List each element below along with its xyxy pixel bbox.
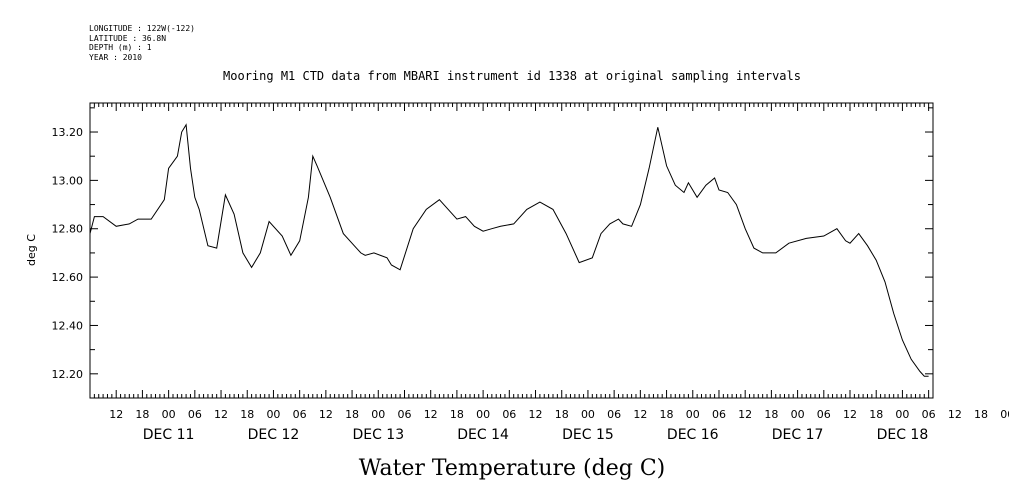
- x-day-label: DEC 17: [772, 427, 824, 443]
- x-tick-label: 00: [895, 408, 909, 421]
- y-tick-label: 12.40: [52, 319, 84, 332]
- series-line-water-temperature: [89, 123, 929, 377]
- x-tick-label: 00: [686, 408, 700, 421]
- x-tick-label: 06: [712, 408, 726, 421]
- x-tick-label: 06: [817, 408, 831, 421]
- x-axis-ticks: 12 18 00 06 12 18 00 06 12 18 00 06 12 18 00 06 12 18 00 06…: [89, 103, 1009, 443]
- y-tick-label: 13.20: [52, 126, 84, 139]
- y-tick-label: 12.80: [52, 223, 84, 236]
- x-tick-label: 06: [293, 408, 307, 421]
- x-day-label: DEC 12: [248, 427, 300, 443]
- x-day-label: DEC 15: [562, 427, 614, 443]
- x-tick-label: 12: [424, 408, 438, 421]
- header-depth: DEPTH (m) : 1: [89, 43, 152, 52]
- x-tick-label: 18: [345, 408, 359, 421]
- header-longitude: LONGITUDE : 122W(-122): [89, 24, 195, 33]
- x-tick-label: 12: [738, 408, 752, 421]
- header-year: YEAR : 2010: [89, 53, 142, 62]
- x-tick-label: 00: [1000, 408, 1009, 421]
- x-tick-label: 18: [555, 408, 569, 421]
- x-tick-label: 18: [974, 408, 988, 421]
- y-tick-label: 12.20: [52, 368, 84, 381]
- x-tick-label: 06: [188, 408, 202, 421]
- x-day-label: DEC 18: [877, 427, 929, 443]
- x-tick-label: 00: [371, 408, 385, 421]
- x-tick-label: 00: [476, 408, 490, 421]
- x-tick-label: 06: [922, 408, 936, 421]
- x-tick-label: 18: [450, 408, 464, 421]
- y-axis-ticks: 12.20 12.40 12.60 12.80 13.00 13.20: [52, 107, 933, 381]
- y-tick-label: 12.60: [52, 271, 84, 284]
- x-tick-label: 12: [529, 408, 543, 421]
- x-tick-label: 18: [869, 408, 883, 421]
- x-tick-label: 18: [135, 408, 149, 421]
- x-tick-label: 12: [319, 408, 333, 421]
- x-day-label: DEC 11: [143, 427, 195, 443]
- x-tick-label: 06: [502, 408, 516, 421]
- x-day-label: DEC 13: [352, 427, 404, 443]
- x-axis-title: Water Temperature (deg C): [359, 456, 666, 481]
- x-tick-label: 00: [266, 408, 280, 421]
- x-tick-label: 12: [214, 408, 228, 421]
- x-tick-label: 18: [660, 408, 674, 421]
- x-tick-label: 18: [764, 408, 778, 421]
- x-tick-label: 12: [843, 408, 857, 421]
- x-tick-label: 00: [162, 408, 176, 421]
- x-day-label: DEC 16: [667, 427, 719, 443]
- plot-frame: [89, 102, 934, 399]
- x-tick-label: 00: [791, 408, 805, 421]
- x-tick-label: 12: [109, 408, 123, 421]
- x-tick-label: 00: [581, 408, 595, 421]
- x-tick-label: 06: [607, 408, 621, 421]
- chart-title: Mooring M1 CTD data from MBARI instrumen…: [223, 69, 801, 83]
- x-tick-label: 06: [397, 408, 411, 421]
- header-latitude: LATITUDE : 36.8N: [89, 34, 166, 43]
- y-axis-label: deg C: [25, 234, 38, 266]
- x-day-label: DEC 14: [457, 427, 509, 443]
- y-tick-label: 13.00: [52, 174, 84, 187]
- x-tick-label: 12: [948, 408, 962, 421]
- x-tick-label: 12: [633, 408, 647, 421]
- x-tick-label: 18: [240, 408, 254, 421]
